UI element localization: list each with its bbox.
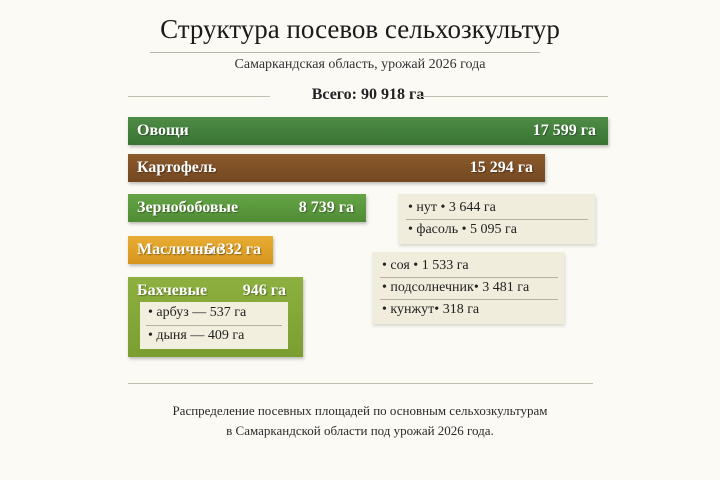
total-divider-right xyxy=(416,96,608,97)
breakdown-item: • фасоль • 5 095 га xyxy=(408,222,517,237)
bar-kartofel: Картофель 15 294 га xyxy=(128,154,545,182)
breakdown-divider xyxy=(406,219,588,220)
bar-zernobobovye: Зернобобовые 8 739 га xyxy=(128,194,366,222)
caption-line-2: в Самаркандской области под урожай 2026 … xyxy=(226,423,494,438)
breakdown-bakhchevye: • арбуз — 537 га • дыня — 409 га xyxy=(140,302,288,349)
breakdown-divider xyxy=(146,325,282,326)
bar-label: Масличные xyxy=(137,241,224,258)
bar-ovoshchi: Овощи 17 599 га xyxy=(128,117,608,145)
bar-label: Зернобобовые xyxy=(137,199,239,216)
breakdown-item: • дыня — 409 га xyxy=(148,328,245,343)
breakdown-divider xyxy=(380,299,558,300)
bar-value-label: 15 294 га xyxy=(469,159,533,176)
bar-value-label: 5 332 га xyxy=(205,241,261,258)
breakdown-item: • соя • 1 533 га xyxy=(382,258,469,273)
chart-subtitle: Самаркандская область, урожай 2026 года xyxy=(234,57,486,72)
bar-label: Овощи xyxy=(137,122,189,139)
breakdown-item: • арбуз — 537 га xyxy=(148,305,247,320)
chart-title: Структура посевов сельхозкультур xyxy=(160,14,560,44)
bar-value-label: 8 739 га xyxy=(298,199,354,216)
bar-label: Картофель xyxy=(137,159,217,176)
bar-bakhchevye: Бахчевые 946 га • арбуз — 537 га • дыня … xyxy=(128,277,303,357)
breakdown-item: • подсолнечник• 3 481 га xyxy=(382,280,530,295)
title-divider xyxy=(150,52,540,53)
caption-line-1: Распределение посевных площадей по основ… xyxy=(172,403,548,418)
bottom-divider xyxy=(128,383,593,384)
breakdown-item: • кунжут• 318 га xyxy=(382,302,480,317)
chart-caption: Распределение посевных площадей по основ… xyxy=(0,401,720,441)
breakdown-divider xyxy=(380,277,558,278)
total-label: Всего: 90 918 га xyxy=(311,86,425,103)
bar-value-label: 946 га xyxy=(242,282,286,299)
total-divider-left xyxy=(128,96,270,97)
bar-maslichnye: Масличные 5 332 га xyxy=(128,236,273,264)
bar-value-label: 17 599 га xyxy=(532,122,596,139)
breakdown-item: • нут • 3 644 га xyxy=(408,200,496,215)
breakdown-zernobobovye: • нут • 3 644 га • фасоль • 5 095 га xyxy=(398,194,595,244)
breakdown-maslichnye: • соя • 1 533 га • подсолнечник• 3 481 г… xyxy=(372,252,564,324)
total-row: Всего: 90 918 га xyxy=(128,86,608,106)
bar-label: Бахчевые xyxy=(137,282,208,299)
